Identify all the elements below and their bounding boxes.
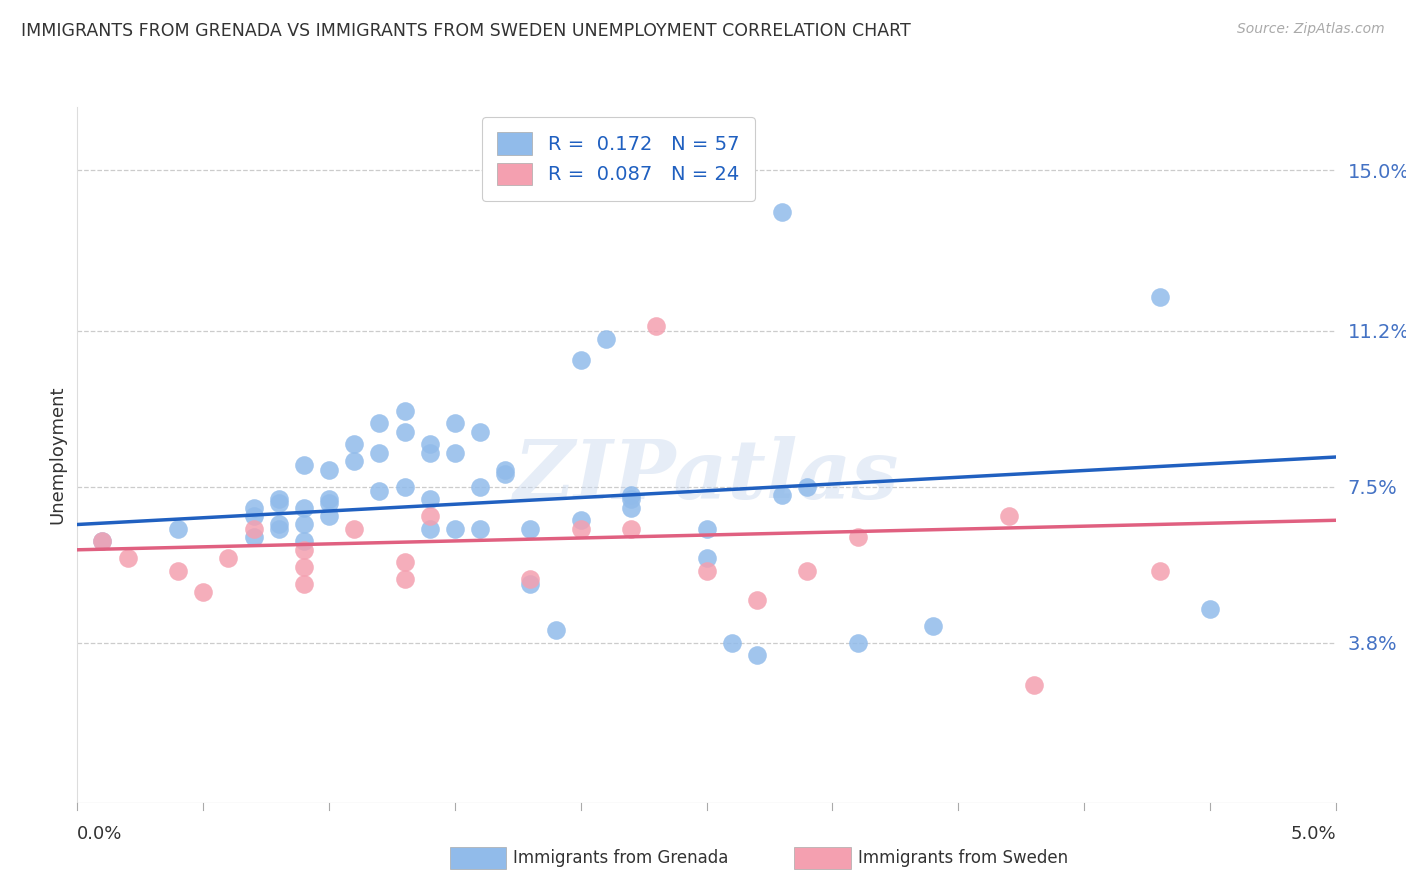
Point	[217, 551, 239, 566]
Point	[318, 492, 340, 507]
Point	[419, 446, 441, 460]
Text: Immigrants from Sweden: Immigrants from Sweden	[858, 849, 1067, 867]
Point	[1199, 602, 1222, 616]
Point	[569, 513, 592, 527]
Point	[292, 576, 315, 591]
Point	[645, 319, 668, 334]
Point	[167, 522, 190, 536]
Point	[292, 458, 315, 473]
Point	[394, 572, 416, 586]
Point	[569, 353, 592, 368]
Point	[720, 635, 742, 649]
Point	[468, 425, 491, 439]
Point	[267, 517, 290, 532]
Point	[167, 564, 190, 578]
Point	[91, 534, 114, 549]
Point	[419, 437, 441, 451]
Point	[544, 623, 567, 637]
Point	[191, 585, 215, 599]
Point	[997, 509, 1019, 524]
Point	[696, 551, 718, 566]
Point	[242, 500, 264, 515]
Point	[318, 496, 340, 510]
Point	[796, 564, 818, 578]
Point	[519, 572, 541, 586]
Point	[318, 463, 340, 477]
Point	[242, 530, 264, 544]
Point	[394, 425, 416, 439]
Point	[368, 417, 391, 431]
Point	[267, 522, 290, 536]
Point	[343, 522, 366, 536]
Point	[620, 522, 643, 536]
Point	[318, 509, 340, 524]
Text: IMMIGRANTS FROM GRENADA VS IMMIGRANTS FROM SWEDEN UNEMPLOYMENT CORRELATION CHART: IMMIGRANTS FROM GRENADA VS IMMIGRANTS FR…	[21, 22, 911, 40]
Point	[468, 479, 491, 493]
Point	[444, 446, 467, 460]
Point	[1022, 678, 1045, 692]
Point	[620, 500, 643, 515]
Point	[292, 559, 315, 574]
Point	[292, 500, 315, 515]
Point	[444, 522, 467, 536]
Y-axis label: Unemployment: Unemployment	[48, 385, 66, 524]
Point	[494, 467, 516, 481]
Point	[745, 593, 768, 607]
Point	[419, 522, 441, 536]
Point	[242, 522, 264, 536]
Point	[419, 492, 441, 507]
Point	[519, 522, 541, 536]
Text: Immigrants from Grenada: Immigrants from Grenada	[513, 849, 728, 867]
Point	[242, 509, 264, 524]
Legend: R =  0.172   N = 57, R =  0.087   N = 24: R = 0.172 N = 57, R = 0.087 N = 24	[482, 117, 755, 201]
Point	[846, 530, 869, 544]
Point	[846, 635, 869, 649]
Point	[1149, 564, 1171, 578]
Point	[91, 534, 114, 549]
Point	[368, 483, 391, 498]
Point	[394, 479, 416, 493]
Point	[394, 556, 416, 570]
Point	[745, 648, 768, 663]
Point	[267, 492, 290, 507]
Point	[696, 564, 718, 578]
Point	[696, 522, 718, 536]
Point	[444, 417, 467, 431]
Text: ZIPatlas: ZIPatlas	[513, 436, 900, 516]
Point	[796, 479, 818, 493]
Point	[922, 618, 945, 632]
Point	[569, 522, 592, 536]
Point	[292, 542, 315, 557]
Point	[519, 576, 541, 591]
Point	[770, 205, 793, 219]
Point	[368, 446, 391, 460]
Text: 0.0%: 0.0%	[77, 825, 122, 843]
Point	[770, 488, 793, 502]
Point	[1149, 290, 1171, 304]
Point	[394, 403, 416, 417]
Text: Source: ZipAtlas.com: Source: ZipAtlas.com	[1237, 22, 1385, 37]
Point	[292, 534, 315, 549]
Point	[620, 492, 643, 507]
Point	[595, 332, 617, 346]
Point	[267, 496, 290, 510]
Point	[419, 509, 441, 524]
Point	[468, 522, 491, 536]
Point	[620, 488, 643, 502]
Point	[343, 437, 366, 451]
Point	[117, 551, 139, 566]
Point	[343, 454, 366, 468]
Point	[494, 463, 516, 477]
Point	[292, 517, 315, 532]
Text: 5.0%: 5.0%	[1291, 825, 1336, 843]
